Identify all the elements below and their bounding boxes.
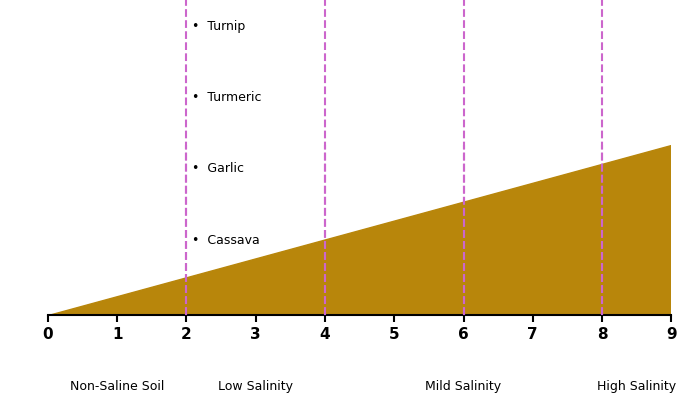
Polygon shape xyxy=(48,145,671,315)
Text: Mild Salinity: Mild Salinity xyxy=(425,380,501,393)
Text: Non-Saline Soil: Non-Saline Soil xyxy=(70,380,164,393)
Text: •  Garlic: • Garlic xyxy=(192,162,244,175)
Text: Low Salinity: Low Salinity xyxy=(219,380,293,393)
Text: •  Turmeric: • Turmeric xyxy=(192,91,262,104)
Text: High Salinity: High Salinity xyxy=(597,380,676,393)
Text: •  Turnip: • Turnip xyxy=(192,20,245,33)
Text: •  Cassava: • Cassava xyxy=(192,234,260,247)
